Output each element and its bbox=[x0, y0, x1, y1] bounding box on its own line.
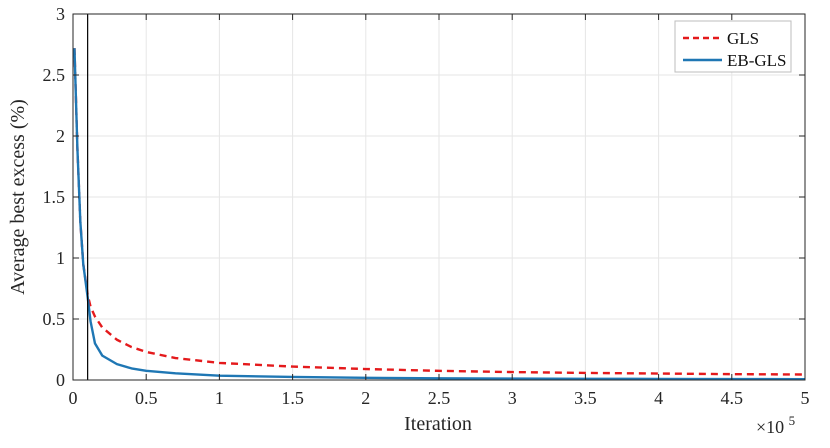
y-tick-label-2: 1 bbox=[56, 248, 65, 268]
x-tick-label-8: 4 bbox=[654, 388, 663, 408]
y-tick-label-3: 1.5 bbox=[43, 187, 66, 207]
legend: GLS EB-GLS bbox=[674, 20, 792, 73]
x-axis-label: Iteration bbox=[404, 413, 472, 435]
x-tick-label-7: 3.5 bbox=[574, 388, 597, 408]
y-tick-label-0: 0 bbox=[56, 370, 65, 390]
series-layer bbox=[73, 48, 806, 381]
y-tick-label-6: 3 bbox=[56, 4, 65, 24]
x-axis-exponent-power: 5 bbox=[789, 413, 796, 428]
series-line-eb-gls bbox=[73, 48, 806, 381]
x-tick-label-6: 3 bbox=[508, 388, 517, 408]
legend-eb-gls-label: EB-GLS bbox=[727, 51, 787, 70]
legend-gls-label: GLS bbox=[727, 29, 759, 48]
legend-box bbox=[674, 20, 792, 73]
labels-layer: 0 0.5 1 1.5 2 2.5 3 3.5 4 4.5 5 0 0.5 1 1.5 2 2.5 3 bbox=[43, 4, 810, 408]
x-axis-exponent: ×10 5 bbox=[756, 413, 795, 437]
x-tick-label-5: 2.5 bbox=[428, 388, 451, 408]
x-tick-label-1: 0.5 bbox=[135, 388, 158, 408]
x-tick-label-0: 0 bbox=[69, 388, 78, 408]
x-tick-label-4: 2 bbox=[361, 388, 370, 408]
y-tick-label-5: 2.5 bbox=[43, 65, 66, 85]
x-axis-exponent-base: ×10 bbox=[756, 417, 784, 437]
x-tick-label-10: 5 bbox=[801, 388, 810, 408]
x-tick-label-9: 4.5 bbox=[721, 388, 744, 408]
y-tick-label-1: 0.5 bbox=[43, 309, 66, 329]
y-tick-label-4: 2 bbox=[56, 126, 65, 146]
x-tick-label-3: 1.5 bbox=[281, 388, 304, 408]
x-tick-label-2: 1 bbox=[215, 388, 224, 408]
series-line-gls bbox=[73, 48, 806, 376]
axes-layer bbox=[72, 13, 806, 381]
y-axis-label: Average best excess (%) bbox=[7, 99, 29, 295]
